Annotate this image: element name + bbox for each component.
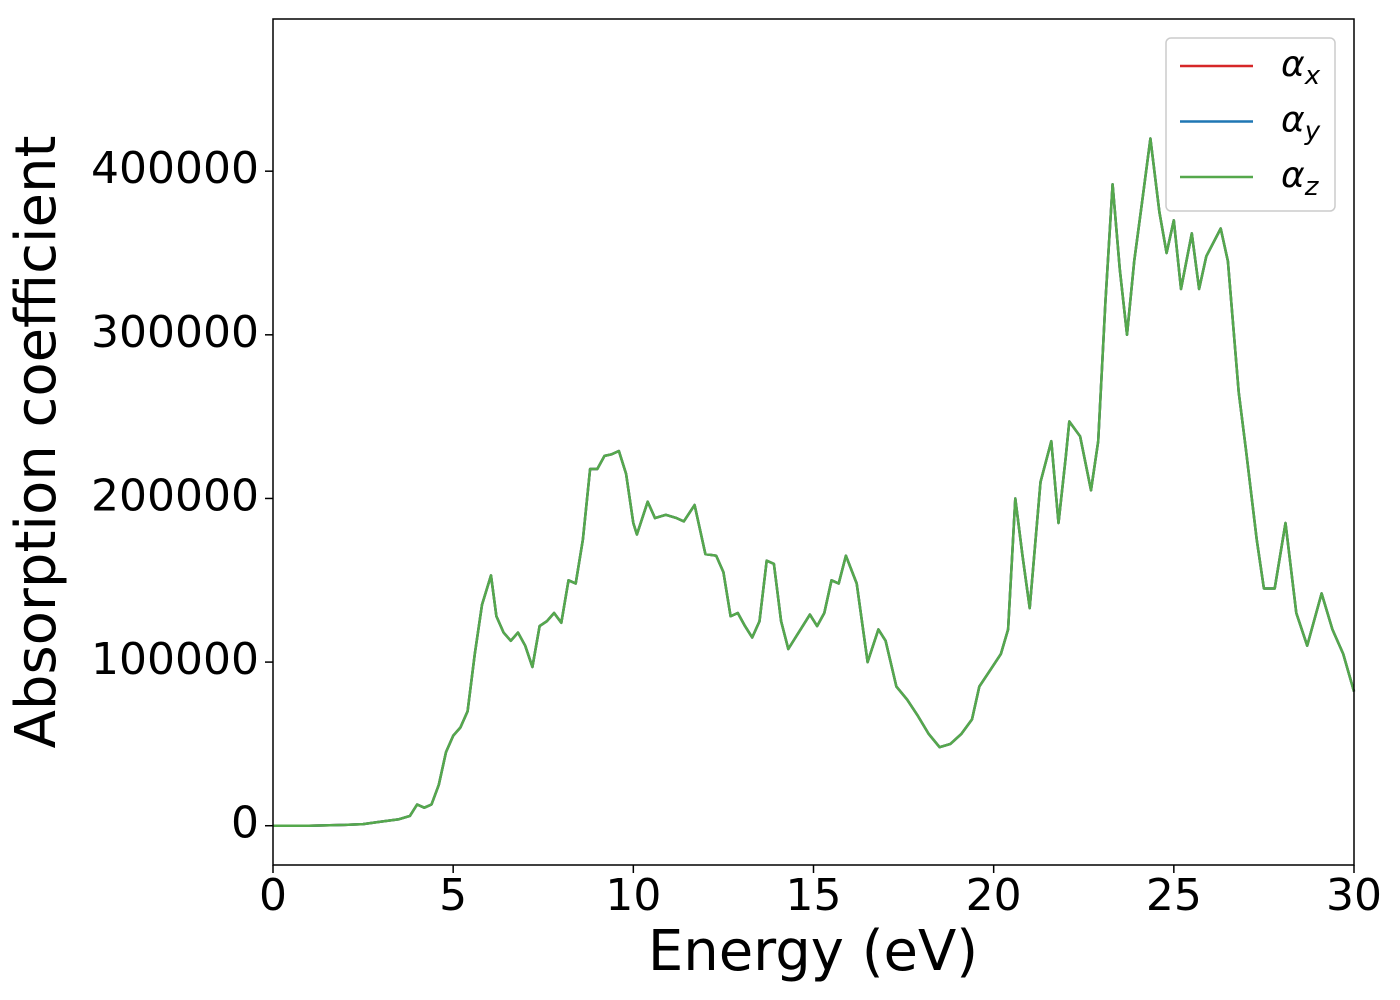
y-axis-label: Absorption coefficient — [4, 136, 69, 749]
x-tick-label: 5 — [439, 870, 467, 921]
x-tick-label: 20 — [966, 870, 1022, 921]
y-tick-label: 100000 — [91, 634, 259, 685]
x-axis-label: Energy (eV) — [648, 919, 978, 984]
x-tick-label: 10 — [605, 870, 661, 921]
legend-label: αy — [1281, 100, 1321, 147]
legend-box — [1165, 37, 1336, 212]
legend-label: αz — [1281, 155, 1320, 202]
plot-frame — [272, 18, 1355, 866]
y-tick-label: 400000 — [91, 143, 259, 194]
data-line — [273, 137, 1356, 827]
y-tick-label: 0 — [231, 798, 259, 849]
legend-label: αx — [1281, 44, 1321, 91]
y-tick-label: 200000 — [91, 470, 259, 521]
x-tick-label: 0 — [259, 870, 287, 921]
y-tick-label: 300000 — [91, 307, 259, 358]
x-tick-label: 15 — [786, 870, 842, 921]
x-tick-label: 25 — [1146, 870, 1202, 921]
x-tick-label: 30 — [1326, 870, 1382, 921]
